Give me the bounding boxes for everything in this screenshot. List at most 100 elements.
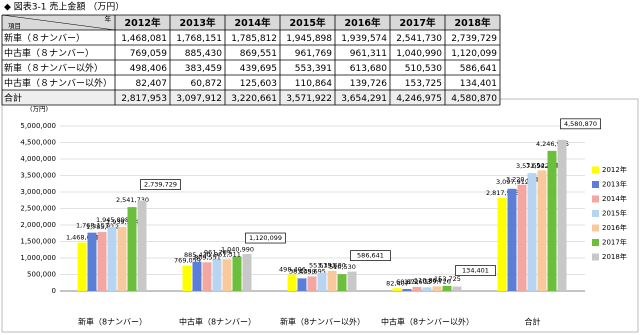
- value-label: 498,406: [279, 266, 306, 274]
- y-tick-label: 1,000,000: [20, 254, 56, 262]
- value-label: 1,120,099: [249, 234, 282, 242]
- bar: [402, 288, 412, 291]
- table-cell: 82,407: [136, 79, 168, 89]
- x-tick-label: 中古車（8ナンバー）: [179, 317, 256, 327]
- value-label: 153,725: [434, 275, 461, 283]
- value-label: 110,864: [414, 276, 441, 284]
- y-tick-label: 4,500,000: [20, 139, 56, 147]
- table-cell: 769,059: [130, 49, 167, 59]
- bar: [117, 226, 127, 291]
- value-label: 1,040,990: [221, 246, 254, 254]
- bar: [232, 256, 242, 291]
- table-diagonal: [1, 14, 116, 31]
- table-cell: 961,769: [295, 49, 332, 59]
- value-label: 586,641: [357, 252, 384, 260]
- y-tick-label: 5,000,000: [20, 122, 56, 130]
- table-column-header: 2012年: [125, 17, 161, 29]
- y-unit: (万円): [30, 105, 48, 113]
- table-row-header: 中古車（８ナンバー）: [4, 47, 94, 59]
- bar: [127, 207, 137, 291]
- value-label: 60,872: [396, 278, 419, 286]
- legend-label: 2015年: [602, 209, 627, 218]
- bar: [547, 150, 557, 291]
- table-cell: 2,541,730: [396, 34, 442, 44]
- x-tick-label: 中古車（8ナンバー以外）: [381, 317, 474, 327]
- table-cell: 153,725: [405, 79, 442, 89]
- bar: [192, 261, 202, 291]
- value-label: 613,680: [319, 262, 346, 270]
- table-corner-top: 年: [105, 14, 112, 23]
- bar: [337, 274, 347, 291]
- bar: [212, 259, 222, 291]
- legend-swatch: [592, 181, 599, 188]
- bar: [392, 288, 402, 291]
- value-label: 4,246,975: [536, 140, 569, 148]
- value-label: 139,726: [424, 277, 451, 285]
- legend-swatch: [592, 239, 599, 246]
- value-label: 134,401: [462, 267, 489, 275]
- value-label: 553,391: [309, 262, 336, 270]
- value-label: 1,468,081: [66, 234, 99, 242]
- table-cell: 110,864: [295, 79, 332, 89]
- table-total-bg: [2, 90, 500, 105]
- table-cell: 553,391: [295, 64, 332, 74]
- table-cell: 3,097,912: [176, 94, 222, 104]
- table-cell: 439,695: [240, 64, 277, 74]
- value-label-box: [350, 250, 391, 261]
- table-cell: 613,680: [350, 64, 387, 74]
- value-label: 769,059: [174, 257, 201, 265]
- table-cell: 1,785,812: [231, 34, 277, 44]
- y-tick-label: 3,000,000: [20, 188, 56, 196]
- value-label: 510,530: [329, 263, 356, 271]
- legend-label: 2017年: [602, 238, 627, 247]
- y-tick-label: 0: [52, 287, 56, 295]
- value-label: 961,769: [204, 248, 231, 256]
- table-cell: 586,641: [460, 64, 497, 74]
- table-cell: 4,580,870: [451, 94, 497, 104]
- value-label: 3,654,291: [526, 161, 559, 169]
- bar: [347, 271, 357, 291]
- x-tick-label: 合計: [525, 317, 541, 327]
- value-label-box: [245, 232, 286, 244]
- table-title: ◆ 図表3-1 売上金額 （万円）: [4, 1, 124, 13]
- x-tick-label: 新車（8ナンバー）: [78, 317, 147, 327]
- table-column-header: 2018年: [455, 17, 491, 29]
- bar: [77, 242, 87, 291]
- bar: [557, 139, 567, 291]
- table-cell: 1,468,081: [121, 34, 167, 44]
- table-header-bg: [2, 15, 500, 30]
- table-cell: 60,872: [191, 79, 223, 89]
- value-label: 82,407: [386, 279, 409, 287]
- table-row-header: 新車（８ナンバー以外）: [4, 62, 103, 74]
- value-label: 3,097,912: [496, 178, 529, 186]
- value-label: 869,551: [194, 253, 221, 261]
- table-column-header: 2017年: [400, 17, 436, 29]
- table-cell: 1,120,099: [451, 49, 497, 59]
- x-tick-label: 新車（8ナンバー以外）: [280, 317, 365, 327]
- bar: [182, 265, 192, 291]
- bar: [412, 286, 422, 291]
- table-cell: 869,551: [240, 49, 277, 59]
- table-corner-bottom: 項目: [8, 22, 21, 30]
- table-cell: 961,311: [350, 49, 387, 59]
- bar: [507, 188, 517, 291]
- bar: [442, 285, 452, 291]
- table-cell: 3,571,922: [286, 94, 332, 104]
- table-cell: 498,406: [130, 64, 167, 74]
- table-cell: 1,040,990: [396, 49, 442, 59]
- table-cell: 2,817,953: [121, 94, 167, 104]
- table-cell: 2,739,729: [451, 34, 497, 44]
- value-label: 3,220,661: [506, 176, 539, 184]
- table-cell: 125,603: [240, 79, 277, 89]
- bar: [242, 254, 252, 291]
- value-label: 2,739,729: [144, 181, 177, 189]
- table-cell: 3,654,291: [341, 94, 387, 104]
- table-column-header: 2015年: [290, 17, 326, 29]
- value-label: 2,541,730: [116, 196, 149, 204]
- value-label: 1,945,898: [96, 216, 129, 224]
- legend-label: 2014年: [602, 194, 627, 203]
- table-cell: 510,530: [405, 64, 442, 74]
- bar: [87, 232, 97, 291]
- value-label: 2,817,953: [486, 189, 519, 197]
- bar: [307, 276, 317, 291]
